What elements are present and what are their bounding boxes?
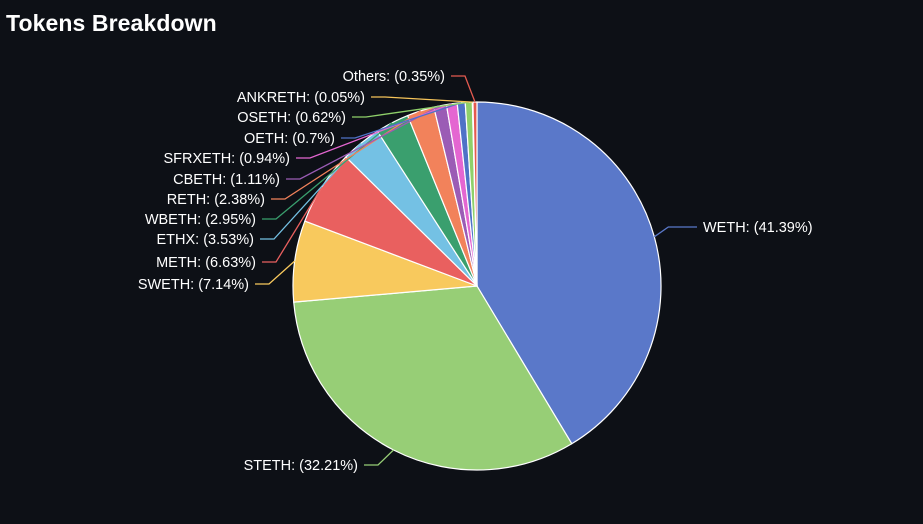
pie-slice-steth [293,285,573,471]
leader-line-oeth [341,102,462,139]
slice-label-steth: STETH: (32.21%) [244,458,358,474]
slice-label-sfrxeth: SFRXETH: (0.94%) [164,151,291,167]
slice-label-oseth: OSETH: (0.62%) [237,110,346,126]
slice-label-reth: RETH: (2.38%) [167,192,265,208]
slice-label-cbeth: CBETH: (1.11%) [173,172,280,188]
chart-title: Tokens Breakdown [6,10,217,36]
leader-line-oseth [352,101,469,118]
pie-leader-lines [255,75,697,466]
leader-line-ankreth [371,96,473,103]
slice-label-ankreth: ANKRETH: (0.05%) [237,90,365,106]
leader-line-others [451,75,476,103]
leader-line-steth [364,449,394,466]
leader-line-cbeth [286,105,441,180]
leader-line-meth [262,186,323,263]
pie-labels: WETH: (41.39%) STETH: (32.21%) SWETH: (7.1… [138,69,813,474]
leader-line-sweth [255,260,296,285]
pie-slice-weth [476,101,662,445]
slice-label-ethx: ETHX: (3.53%) [157,232,255,248]
slice-label-meth: METH: (6.63%) [156,255,256,271]
slice-label-wbeth: WBETH: (2.95%) [145,212,256,228]
leader-line-weth [653,226,697,238]
slice-label-oeth: OETH: (0.7%) [244,131,335,147]
pie-slices [292,101,662,471]
slice-label-others: Others: (0.35%) [343,69,445,85]
slice-label-sweth: SWETH: (7.14%) [138,277,249,293]
leader-line-ethx [260,142,362,240]
slice-label-weth: WETH: (41.39%) [703,220,813,236]
